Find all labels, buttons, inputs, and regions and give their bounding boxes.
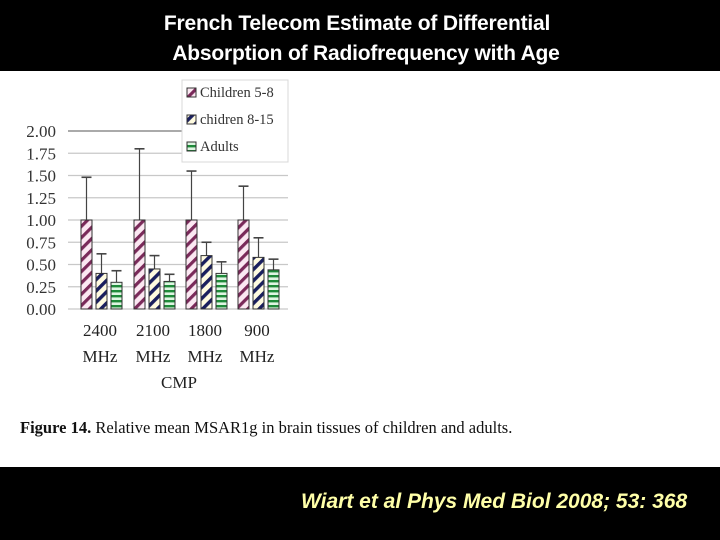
legend-item: Children 5-8 <box>186 85 274 101</box>
bar <box>148 268 161 310</box>
bar-chidren-8-15-2400-mhz <box>95 253 108 310</box>
bar-adults-2400-mhz <box>110 269 123 310</box>
x-axis-title: CMP <box>161 373 197 392</box>
y-tick-label: 0.75 <box>26 233 56 252</box>
x-category-label: MHz <box>188 347 223 366</box>
x-category-label: MHz <box>136 347 171 366</box>
legend-swatch-icon <box>186 87 197 98</box>
legend-label: chidren 8-15 <box>200 112 274 128</box>
legend-item: chidren 8-15 <box>186 112 274 128</box>
bar-children-5-8-900-mhz <box>237 185 250 310</box>
y-axis-tick-labels: 0.00 0.25 0.50 0.75 1.00 1.25 1.50 1.75 2.00 <box>26 122 56 319</box>
slide-title-line-2: Absorption of Radiofrequency with Age <box>172 42 560 65</box>
legend-item: Adults <box>186 139 239 155</box>
y-tick-label: 1.25 <box>26 189 56 208</box>
bar <box>237 219 250 310</box>
slide-title-line-1: French Telecom Estimate of Differential <box>163 12 551 35</box>
x-category-label: 2400 <box>83 321 117 340</box>
title-band: French Telecom Estimate of Differential … <box>0 0 720 71</box>
bar <box>95 272 108 310</box>
bar-chidren-8-15-1800-mhz <box>200 241 213 310</box>
bar <box>80 219 93 310</box>
figure-caption-label: Figure 14. <box>20 418 92 437</box>
bar <box>133 219 146 310</box>
bar <box>215 272 228 310</box>
legend-label: Children 5-8 <box>200 85 274 101</box>
bar <box>267 269 280 310</box>
y-tick-label: 1.00 <box>26 211 56 230</box>
x-category-label: MHz <box>240 347 275 366</box>
y-tick-label: 2.00 <box>26 122 56 141</box>
legend-swatch-icon <box>186 141 197 152</box>
chart-gridlines <box>68 130 288 310</box>
figure-caption: Figure 14. Relative mean MSAR1g in brain… <box>20 418 512 438</box>
citation-band: Wiart et al Phys Med Biol 2008; 53: 368 <box>0 467 720 540</box>
x-category-label: 1800 <box>188 321 222 340</box>
bar-chidren-8-15-900-mhz <box>252 237 265 310</box>
y-tick-label: 0.00 <box>26 300 56 319</box>
x-axis-category-labels: 2400 MHz 2100 MHz 1800 MHz 900 MHz <box>83 321 275 366</box>
x-category-label: 900 <box>244 321 270 340</box>
bar-chart: 0.00 0.25 0.50 0.75 1.00 1.25 1.50 1.75 2.00 240… <box>26 79 289 392</box>
bar <box>200 255 213 310</box>
slide-content: 0.00 0.25 0.50 0.75 1.00 1.25 1.50 1.75 2.00 240… <box>0 71 720 467</box>
y-tick-label: 1.75 <box>26 144 56 163</box>
bar-adults-900-mhz <box>267 258 280 310</box>
bar <box>110 281 123 310</box>
figure-caption-text: Relative mean MSAR1g in brain tissues of… <box>91 418 513 437</box>
bar <box>252 256 265 310</box>
bar <box>185 219 198 310</box>
citation-text: Wiart et al Phys Med Biol 2008; 53: 368 <box>301 490 688 513</box>
chart-legend: Children 5-8 chidren 8-15 Adults <box>181 79 289 163</box>
bar-adults-1800-mhz <box>215 261 228 310</box>
x-category-label: 2100 <box>136 321 170 340</box>
y-tick-label: 0.50 <box>26 256 56 275</box>
y-tick-label: 0.25 <box>26 278 56 297</box>
bar <box>163 280 176 310</box>
bar-chidren-8-15-2100-mhz <box>148 254 161 310</box>
legend-box <box>181 79 289 163</box>
y-tick-label: 1.50 <box>26 167 56 186</box>
legend-swatch-icon <box>186 114 197 125</box>
bar-children-5-8-1800-mhz <box>185 170 198 310</box>
chart-bars <box>80 148 280 310</box>
x-category-label: MHz <box>83 347 118 366</box>
bar-children-5-8-2400-mhz <box>80 176 93 310</box>
bar-children-5-8-2100-mhz <box>133 148 146 310</box>
bar-adults-2100-mhz <box>163 273 176 310</box>
legend-label: Adults <box>200 139 239 155</box>
